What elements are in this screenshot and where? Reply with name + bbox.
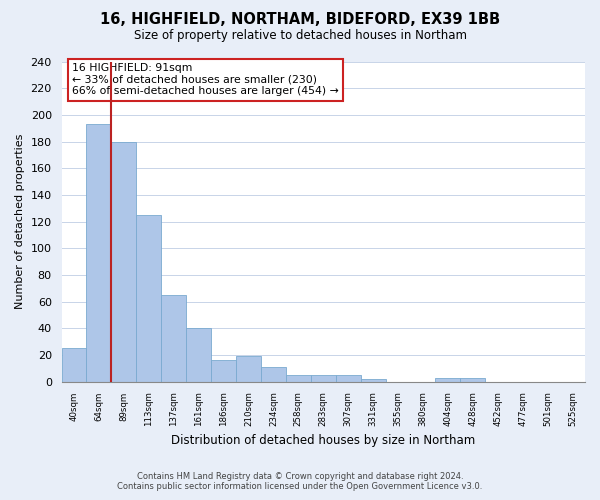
Bar bbox=[62, 348, 86, 382]
Text: Contains HM Land Registry data © Crown copyright and database right 2024.
Contai: Contains HM Land Registry data © Crown c… bbox=[118, 472, 482, 491]
Text: 16 HIGHFIELD: 91sqm
← 33% of detached houses are smaller (230)
66% of semi-detac: 16 HIGHFIELD: 91sqm ← 33% of detached ho… bbox=[72, 63, 339, 96]
Bar bbox=[261, 367, 286, 382]
Bar bbox=[286, 375, 311, 382]
X-axis label: Distribution of detached houses by size in Northam: Distribution of detached houses by size … bbox=[171, 434, 475, 448]
Bar bbox=[211, 360, 236, 382]
Bar bbox=[136, 215, 161, 382]
Bar bbox=[361, 379, 386, 382]
Bar bbox=[460, 378, 485, 382]
Text: Size of property relative to detached houses in Northam: Size of property relative to detached ho… bbox=[133, 29, 467, 42]
Bar bbox=[186, 328, 211, 382]
Bar bbox=[86, 124, 112, 382]
Bar bbox=[436, 378, 460, 382]
Y-axis label: Number of detached properties: Number of detached properties bbox=[15, 134, 25, 309]
Text: 16, HIGHFIELD, NORTHAM, BIDEFORD, EX39 1BB: 16, HIGHFIELD, NORTHAM, BIDEFORD, EX39 1… bbox=[100, 12, 500, 28]
Bar bbox=[336, 375, 361, 382]
Bar bbox=[161, 295, 186, 382]
Bar bbox=[311, 375, 336, 382]
Bar bbox=[236, 356, 261, 382]
Bar bbox=[112, 142, 136, 382]
